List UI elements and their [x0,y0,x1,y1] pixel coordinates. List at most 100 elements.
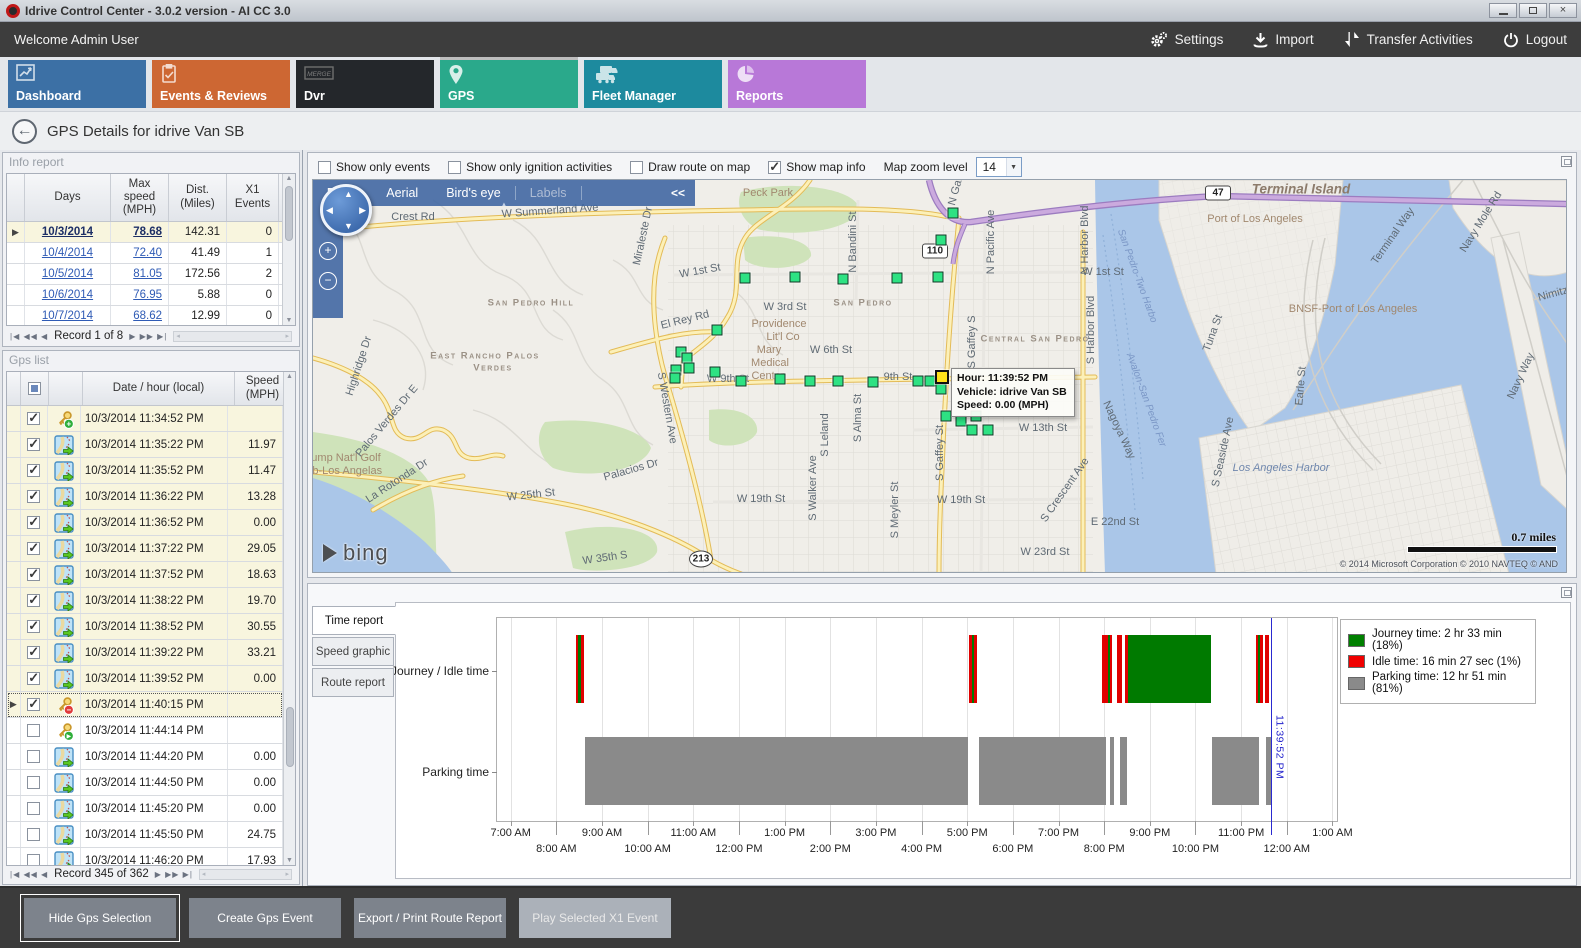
gps-row-checkbox[interactable] [27,696,41,712]
nav-tab-fleet-manager[interactable]: Fleet Manager [584,60,722,108]
day-link[interactable]: 10/7/2014 [41,310,94,322]
day-link[interactable]: 10/4/2014 [41,247,94,259]
map-option-show-only-events[interactable]: Show only events [318,160,430,174]
info-report-scrollbar[interactable]: ▲ ▼ [282,174,295,325]
minimize-button[interactable] [1489,3,1517,18]
info-report-row[interactable]: 10/4/2014 72.40 41.49 1 [7,243,282,264]
nav-tab-reports[interactable]: Reports [728,60,866,108]
selected-gps-marker[interactable] [935,370,949,384]
gps-row-checkbox[interactable] [27,618,41,634]
map-view-aerial[interactable]: Aerial [386,186,419,200]
pager-last-button[interactable]: ▶ ▶▶ ▶| [129,331,168,341]
day-link[interactable]: 10/3/2014 [41,226,94,238]
pager-first-button[interactable]: |◀ ◀◀ ◀ [10,331,49,341]
pager-last-button[interactable]: ▶ ▶▶ ▶| [154,869,193,879]
nav-tab-dashboard[interactable]: Dashboard [8,60,146,108]
pager-h-scrollbar[interactable]: ◂ ▸ [173,330,292,342]
gps-marker[interactable] [867,376,879,388]
gps-marker[interactable] [940,410,952,422]
gps-list-row[interactable]: ▸ 10/3/2014 11:44:14 PM [7,718,283,744]
gps-row-checkbox[interactable] [27,592,41,608]
gps-marker[interactable] [935,234,947,246]
gps-marker[interactable] [774,373,786,385]
max-speed-link[interactable]: 76.95 [133,289,162,301]
gps-row-checkbox[interactable] [27,410,41,426]
gps-marker[interactable] [924,375,936,387]
map-toolbar-collapse-icon[interactable]: << [670,186,685,200]
gps-marker[interactable] [935,383,947,395]
gps-marker[interactable] [966,424,978,436]
gps-marker[interactable] [735,375,747,387]
gps-marker[interactable] [837,273,849,285]
gps-marker[interactable] [932,271,944,283]
pager-h-scrollbar[interactable]: ◂ ▸ [198,868,292,880]
gps-row-checkbox[interactable] [27,462,41,478]
gps-marker[interactable] [804,375,816,387]
select-all-checkbox[interactable] [28,382,41,395]
gps-marker[interactable] [982,424,994,436]
gps-row-checkbox[interactable] [27,776,41,789]
gps-row-checkbox[interactable] [27,670,41,686]
map-zoom-level-select[interactable]: 14 ▼ [975,157,1022,177]
chart-tab-speed-graphic[interactable]: Speed graphic [312,637,394,666]
gps-row-checkbox[interactable] [27,644,41,660]
gps-list-row[interactable]: 10/3/2014 11:45:50 PM 24.75 [7,822,283,848]
gps-marker[interactable] [947,207,959,219]
close-button[interactable]: × [1549,3,1577,18]
map-option-show-map-info[interactable]: Show map info [768,159,866,175]
gps-marker[interactable] [739,272,751,284]
map-option-checkbox[interactable] [318,160,331,174]
chart-tab-route-report[interactable]: Route report [312,668,394,697]
gps-marker[interactable] [683,362,695,374]
map-view-birds-eye[interactable]: Bird's eye [446,186,501,200]
map-compass-control[interactable]: ▲ ▼ ◀ ▶ [320,184,372,236]
max-speed-link[interactable]: 72.40 [133,247,162,259]
map-option-checkbox[interactable] [768,159,782,175]
create-gps-event-button[interactable]: Create Gps Event [189,898,341,938]
info-report-row[interactable]: 10/6/2014 76.95 5.88 0 [7,285,282,306]
gps-marker[interactable] [789,271,801,283]
map-zoom-out-button[interactable]: − [319,272,337,290]
gps-list-row[interactable]: 10/3/2014 11:39:52 PM0.00 [7,666,283,692]
day-link[interactable]: 10/6/2014 [41,289,94,301]
gps-row-checkbox[interactable] [27,566,41,582]
map-option-show-only-ignition-activities[interactable]: Show only ignition activities [448,160,612,174]
gps-row-checkbox[interactable] [27,488,41,504]
map-view-labels[interactable]: Labels [529,186,567,200]
gps-row-checkbox[interactable] [27,750,41,763]
map-option-checkbox[interactable] [630,160,644,174]
gps-marker[interactable] [912,375,924,387]
gps-list-row[interactable]: 10/3/2014 11:46:20 PM 17.93 [7,848,283,865]
info-report-row[interactable]: ▶ 10/3/2014 78.68 142.31 0 [7,222,282,243]
topbar-action-settings[interactable]: Settings [1150,31,1223,48]
gps-marker[interactable] [955,415,967,427]
gps-list-scrollbar[interactable]: ▲ ▼ [283,372,295,865]
map[interactable]: Peck Park Crest Rd W Summerland Ave N Bandi… [312,179,1567,573]
gps-row-checkbox[interactable] [27,540,41,556]
gps-marker[interactable] [669,372,681,384]
maximize-button[interactable] [1519,3,1547,18]
gps-row-checkbox[interactable] [27,828,41,841]
nav-tab-dvr[interactable]: MERGE Dvr [296,60,434,108]
topbar-action-logout[interactable]: Logout [1503,32,1567,48]
max-speed-link[interactable]: 78.68 [133,226,162,238]
day-link[interactable]: 10/5/2014 [41,268,94,280]
gps-list-row[interactable]: +10/3/2014 11:34:52 PM [7,406,283,432]
max-speed-link[interactable]: 68.62 [133,310,162,322]
nav-tab-gps[interactable]: GPS [440,57,578,108]
nav-tab-events-reviews[interactable]: Events & Reviews [152,60,290,108]
gps-marker[interactable] [711,324,723,336]
hide-gps-selection-button[interactable]: Hide Gps Selection [20,894,180,942]
info-report-row[interactable]: 10/7/2014 68.62 12.99 0 [7,306,282,325]
gps-row-checkbox[interactable] [27,514,41,530]
max-speed-link[interactable]: 81.05 [133,268,162,280]
chart-panel-collapse-icon[interactable] [1561,587,1572,598]
gps-marker[interactable] [832,375,844,387]
